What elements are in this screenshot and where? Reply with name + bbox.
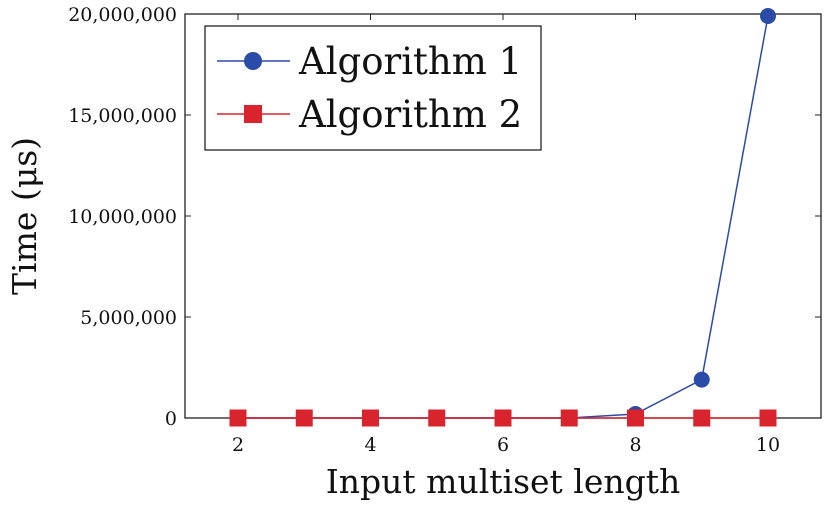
y-axis-ticks: 0 5,000,000 10,000,000 15,000,000 20,000,000 — [68, 4, 821, 430]
data-point-algorithm-2 — [229, 409, 247, 427]
x-tick-label: 2 — [232, 434, 244, 456]
x-tick-label: 8 — [629, 434, 641, 456]
data-point-algorithm-2 — [693, 409, 711, 427]
y-tick-label: 5,000,000 — [80, 307, 177, 329]
data-point-algorithm-1 — [760, 8, 776, 25]
x-axis-ticks: 2 4 6 8 10 — [232, 14, 780, 456]
y-tick-label: 15,000,000 — [68, 105, 177, 127]
series-layer — [229, 8, 777, 427]
legend-box — [204, 25, 542, 151]
data-point-algorithm-2 — [627, 409, 644, 427]
data-point-algorithm-2 — [295, 409, 313, 427]
legend-marker-circle — [244, 52, 262, 70]
y-tick-label: 10,000,000 — [68, 206, 177, 228]
data-point-algorithm-2 — [428, 409, 446, 427]
x-tick-label: 4 — [364, 434, 376, 456]
x-axis-title: Input multiset length — [326, 462, 681, 501]
data-point-algorithm-1 — [693, 371, 710, 388]
legend-label-algorithm-1: Algorithm 1 — [298, 40, 522, 83]
legend-label-algorithm-2: Algorithm 2 — [298, 93, 522, 136]
data-point-algorithm-2 — [362, 409, 379, 427]
x-tick-label: 6 — [497, 434, 509, 456]
y-axis-title: Time (μs) — [5, 137, 44, 295]
y-tick-label: 0 — [165, 408, 177, 430]
data-point-algorithm-2 — [560, 409, 578, 427]
data-point-algorithm-2 — [759, 409, 777, 427]
y-tick-label: 20,000,000 — [68, 4, 177, 26]
legend: Algorithm 1 Algorithm 2 — [204, 25, 542, 151]
data-point-algorithm-2 — [494, 409, 512, 427]
legend-marker-square — [244, 105, 262, 123]
x-tick-label: 10 — [756, 434, 780, 456]
